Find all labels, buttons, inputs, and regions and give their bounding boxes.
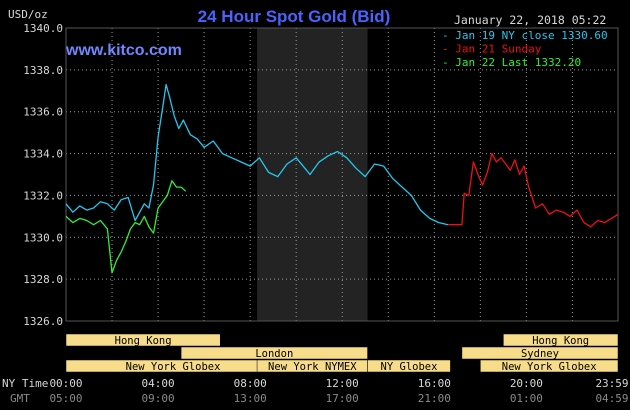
x-tick-label-ny: 08:00 [234,377,267,390]
x-tick-label-ny: 20:00 [510,377,543,390]
session-label: Hong Kong [532,335,589,347]
legend-entry: - Jan 22 Last 1332.20 [442,56,581,69]
x-tick-label-gmt: 21:00 [418,392,451,405]
y-tick-label: 1328.0 [23,273,63,286]
session-label: Hong Kong [115,335,172,347]
y-tick-label: 1330.0 [23,231,63,244]
x-tick-label-ny: 16:00 [418,377,451,390]
y-tick-label: 1332.0 [23,189,63,202]
nymex-shade-layer [257,28,368,321]
y-tick-label: 1336.0 [23,106,63,119]
timestamp-label: January 22, 2018 05:22 [454,13,606,27]
x-tick-label-ny: 00:00 [49,377,82,390]
y-tick-label: 1340.0 [23,22,63,35]
x-tick-label-ny: 12:00 [326,377,359,390]
chart-title: 24 Hour Spot Gold (Bid) [198,7,391,26]
nymex-shade [257,28,368,321]
series-line [448,152,619,228]
series-line [65,180,187,274]
grid-layer [65,27,619,322]
legend-entry: - Jan 21 Sunday [442,43,542,56]
legend-entry: - Jan 19 NY close 1330.60 [442,29,608,42]
legend: - Jan 19 NY close 1330.60- Jan 21 Sunday… [442,29,608,69]
y-tick-label: 1338.0 [23,64,63,77]
x-tick-label-ny: 04:00 [142,377,175,390]
gmt-row-label: GMT [10,392,30,405]
series-line [65,83,449,226]
ny-time-row-label: NY Time [2,377,48,390]
session-bars: Hong Kong London New York Globex New York N… [65,333,619,373]
series-layer [65,83,619,274]
session-label: London [255,348,293,360]
x-tick-label-gmt: 01:00 [510,392,543,405]
plot-border [65,27,619,322]
session-label: NY Globex [381,361,438,373]
session-box [480,359,619,373]
x-tick-label-gmt: 09:00 [142,392,175,405]
x-tick-label-gmt: 05:00 [49,392,82,405]
website-label: www.kitco.com [65,42,182,59]
y-tick-label: 1326.0 [23,315,63,328]
session-box [503,333,619,347]
x-tick-label-gmt: 13:00 [234,392,267,405]
session-label: New York Globex [502,361,597,373]
session-box [367,359,451,373]
session-box [461,346,619,360]
x-tick-label-gmt: 04:59 [595,392,628,405]
x-axis-ticks: 00:00 04:00 08:00 12:00 16:00 20:00 23:59 05:00… [49,377,628,405]
session-label: Sydney [521,348,559,360]
session-label: New York NYMEX [268,361,357,373]
x-tick-label-ny: 23:59 [595,377,628,390]
x-tick-label-gmt: 17:00 [326,392,359,405]
y-tick-label: 1334.0 [23,148,63,161]
y-axis-ticks: 1340.0 1338.0 1336.0 1334.0 1332.0 1330.0 1328… [23,22,63,328]
session-box [65,333,221,347]
session-box [180,346,368,360]
y-unit-label: USD/oz [8,8,48,21]
session-label: New York Globex [126,361,221,373]
